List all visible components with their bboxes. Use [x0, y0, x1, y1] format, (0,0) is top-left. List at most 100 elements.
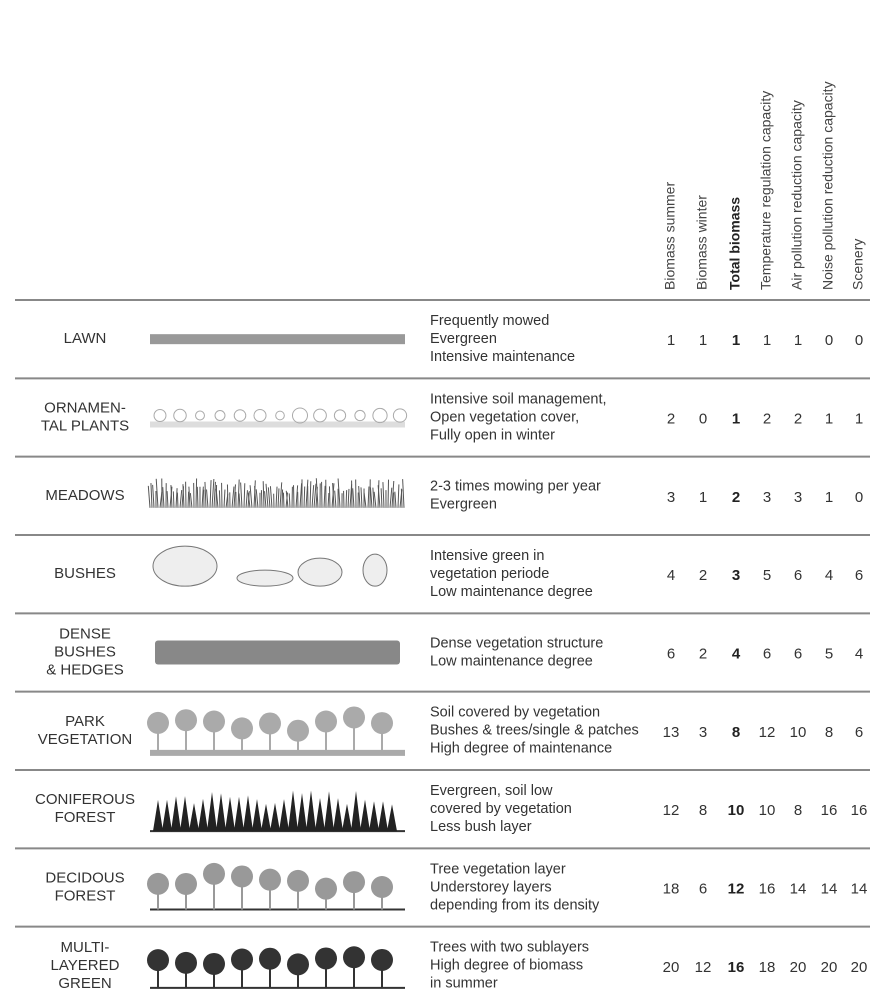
illustration — [150, 334, 405, 345]
row-value: 4 — [732, 645, 741, 662]
row-description: Evergreen, soil low — [430, 783, 553, 799]
grass-blade — [249, 485, 253, 508]
grass-blade — [337, 478, 341, 508]
crown — [231, 865, 253, 888]
row-value: 6 — [699, 880, 707, 897]
grass-blade — [172, 491, 175, 508]
conifer — [288, 790, 298, 832]
crown — [287, 953, 309, 976]
conifer — [315, 797, 325, 832]
grass-blade — [382, 482, 385, 508]
grass-blade — [282, 492, 285, 508]
grass-blade — [264, 491, 267, 508]
conifer — [234, 796, 244, 832]
row-value: 0 — [855, 332, 863, 349]
grass-blade — [380, 488, 383, 508]
grass-blade — [262, 481, 265, 508]
grass-blade — [345, 490, 348, 508]
grass-blade — [189, 493, 193, 508]
plant — [233, 409, 247, 422]
crown — [147, 872, 169, 895]
row-value: 6 — [794, 645, 802, 662]
grass-blade — [243, 483, 246, 508]
grass-blade — [196, 486, 199, 508]
grass-blade — [360, 487, 363, 508]
crown — [287, 719, 309, 742]
crown — [147, 711, 169, 734]
illustration — [152, 545, 388, 587]
grass-blade — [363, 492, 367, 508]
row-description: Low maintenance degree — [430, 653, 593, 669]
grass-blade — [218, 490, 221, 508]
row-value: 6 — [763, 645, 771, 662]
row-name: FOREST — [55, 887, 116, 904]
crown — [259, 868, 281, 891]
grass-blade — [309, 481, 312, 508]
illustration — [147, 478, 405, 508]
row-value: 3 — [699, 724, 707, 741]
conifer — [387, 804, 397, 832]
grass-blade — [231, 486, 235, 508]
row-description: Bushes & trees/single & patches — [430, 723, 639, 739]
row-value: 18 — [759, 959, 776, 976]
row-description: 2-3 times mowing per year — [430, 479, 601, 495]
conifer — [225, 796, 235, 832]
grass-blade — [240, 482, 243, 508]
grass-blade — [303, 486, 306, 508]
grass-blade — [323, 485, 326, 508]
row-description: Soil covered by vegetation — [430, 705, 600, 721]
grass-blade — [402, 479, 405, 508]
conifer — [189, 803, 199, 832]
conifer — [252, 799, 262, 832]
illustration — [147, 862, 405, 911]
conifer — [306, 790, 316, 832]
row-value: 14 — [790, 880, 807, 897]
row-name: VEGETATION — [38, 731, 132, 748]
bush — [297, 557, 343, 587]
row-value: 5 — [763, 567, 771, 584]
row-value: 10 — [759, 802, 776, 819]
grass-blade — [150, 483, 153, 508]
grass-blade — [288, 493, 291, 508]
crown — [259, 712, 281, 735]
row-description: Trees with two sublayers — [430, 940, 589, 956]
row-value: 13 — [663, 724, 680, 741]
row-value: 10 — [790, 724, 807, 741]
plant — [313, 408, 327, 423]
row-value: 4 — [855, 645, 863, 662]
grass-blade — [211, 478, 215, 508]
row-description: Low maintenance degree — [430, 584, 593, 600]
row-value: 4 — [825, 567, 833, 584]
column-header: Noise pollution reduction capacity — [820, 81, 836, 290]
row-value: 8 — [732, 724, 740, 741]
grass-blade — [204, 481, 207, 508]
plant — [354, 409, 366, 422]
row-value: 10 — [728, 802, 745, 819]
conifer — [207, 791, 217, 832]
grass-blade — [226, 484, 229, 508]
row-value: 20 — [790, 959, 807, 976]
grass-blade — [179, 489, 183, 508]
conifer — [297, 793, 307, 832]
crown — [231, 717, 253, 740]
row-description: High degree of maintenance — [430, 741, 612, 757]
column-header: Temperature regulation capacity — [758, 91, 774, 290]
grass-blade — [295, 485, 299, 508]
grass-blade — [260, 490, 263, 508]
row-value: 8 — [825, 724, 833, 741]
grass-blade — [188, 486, 191, 508]
grass-blade — [367, 486, 370, 508]
conifer — [153, 799, 163, 832]
grass-blade — [223, 489, 226, 508]
grass-blade — [279, 482, 283, 508]
row-description: Intensive maintenance — [430, 349, 575, 365]
row-value: 1 — [699, 489, 707, 506]
grass-blade — [299, 483, 303, 508]
row-name: LAYERED — [51, 957, 120, 974]
crown — [175, 951, 197, 974]
conifer — [162, 799, 172, 832]
row-name: PARK — [65, 713, 105, 730]
row-value: 2 — [699, 645, 707, 662]
grass-blade — [182, 484, 185, 508]
conifer — [342, 803, 352, 832]
